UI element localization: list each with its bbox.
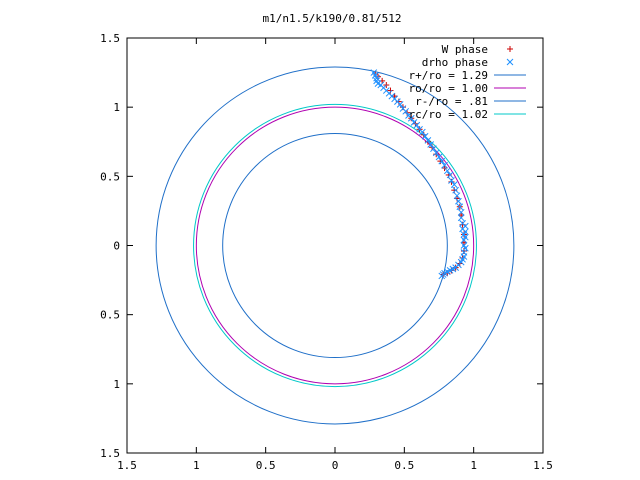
x-tick-label: 1.5 xyxy=(117,459,137,472)
reference-circles xyxy=(155,66,515,425)
drho-phase-point xyxy=(370,69,378,76)
drho-phase-point xyxy=(421,132,429,140)
drho-phase-point xyxy=(373,77,380,85)
drho-phase-point xyxy=(452,186,459,194)
y-tick-label: 0 xyxy=(113,240,120,253)
drho-phase-point xyxy=(396,101,404,108)
drho-phase-point xyxy=(374,80,382,88)
circle-0 xyxy=(155,66,515,425)
drho-phase-point xyxy=(446,171,454,179)
drho-phase-point xyxy=(457,208,465,216)
legend-label: r-/ro = .81 xyxy=(415,95,488,108)
drho-phase-point xyxy=(402,107,410,115)
y-tick-label: 0.5 xyxy=(100,170,120,183)
legend-marker xyxy=(506,58,514,66)
circle-3 xyxy=(193,103,477,388)
drho-phase-point xyxy=(448,177,455,184)
drho-phase-point xyxy=(438,272,446,280)
drho-phase-point xyxy=(371,71,379,79)
y-tick-label: 1 xyxy=(113,101,120,114)
y-tick-label: 1.5 xyxy=(100,32,120,45)
legend-label: r+/ro = 1.29 xyxy=(409,69,488,82)
drho-phase-point xyxy=(453,192,461,200)
axis-ticks: 1.5 1 0.5 0 0.5 1 1.51.510.500.511.5 xyxy=(100,32,553,472)
drho-phase-point xyxy=(461,222,469,230)
drho-phase-point xyxy=(460,242,468,249)
chart-title: m1/n1.5/k190/0.81/512 xyxy=(262,12,401,25)
drho-phase-point xyxy=(424,137,432,144)
x-tick-label: 0.5 xyxy=(256,459,276,472)
x-tick-label: 1.5 xyxy=(533,459,553,472)
legend-label: rc/ro = 1.02 xyxy=(409,108,488,121)
legend-label: W phase xyxy=(442,43,488,56)
circle-1 xyxy=(195,106,475,385)
circle-2 xyxy=(222,132,448,359)
x-tick-label: 1 xyxy=(470,459,477,472)
drho-phase-point xyxy=(430,145,437,153)
drho-phase-point xyxy=(455,197,462,205)
drho-phase-point xyxy=(432,149,440,157)
y-tick-label: 1.5 xyxy=(100,447,120,460)
drho-phase-point xyxy=(461,244,469,252)
drho-phase-point xyxy=(435,153,443,161)
drho-phase-point xyxy=(457,214,465,222)
y-tick-label: 0.5 xyxy=(100,309,120,322)
drho-phase-point xyxy=(441,161,448,169)
x-tick-label: 0.5 xyxy=(394,459,414,472)
drho-phase-point xyxy=(373,74,380,82)
x-tick-label: 0 xyxy=(332,459,339,472)
y-tick-label: 1 xyxy=(113,378,120,391)
drho-phase-point xyxy=(443,167,451,175)
drho-phase-point xyxy=(419,128,426,136)
drho-phase-point xyxy=(461,233,469,241)
drho-phase-point xyxy=(413,121,421,129)
drho-phase-point xyxy=(407,114,415,122)
legend-label: ro/ro = 1.00 xyxy=(409,82,488,95)
drho-phase-point xyxy=(450,181,458,188)
legend-label: drho phase xyxy=(422,56,488,69)
phase-points xyxy=(370,69,469,280)
drho-phase-point xyxy=(461,228,469,236)
drho-phase-point xyxy=(438,157,446,165)
drho-phase-point xyxy=(427,141,435,148)
x-tick-label: 1 xyxy=(193,459,200,472)
drho-phase-point xyxy=(456,203,464,211)
